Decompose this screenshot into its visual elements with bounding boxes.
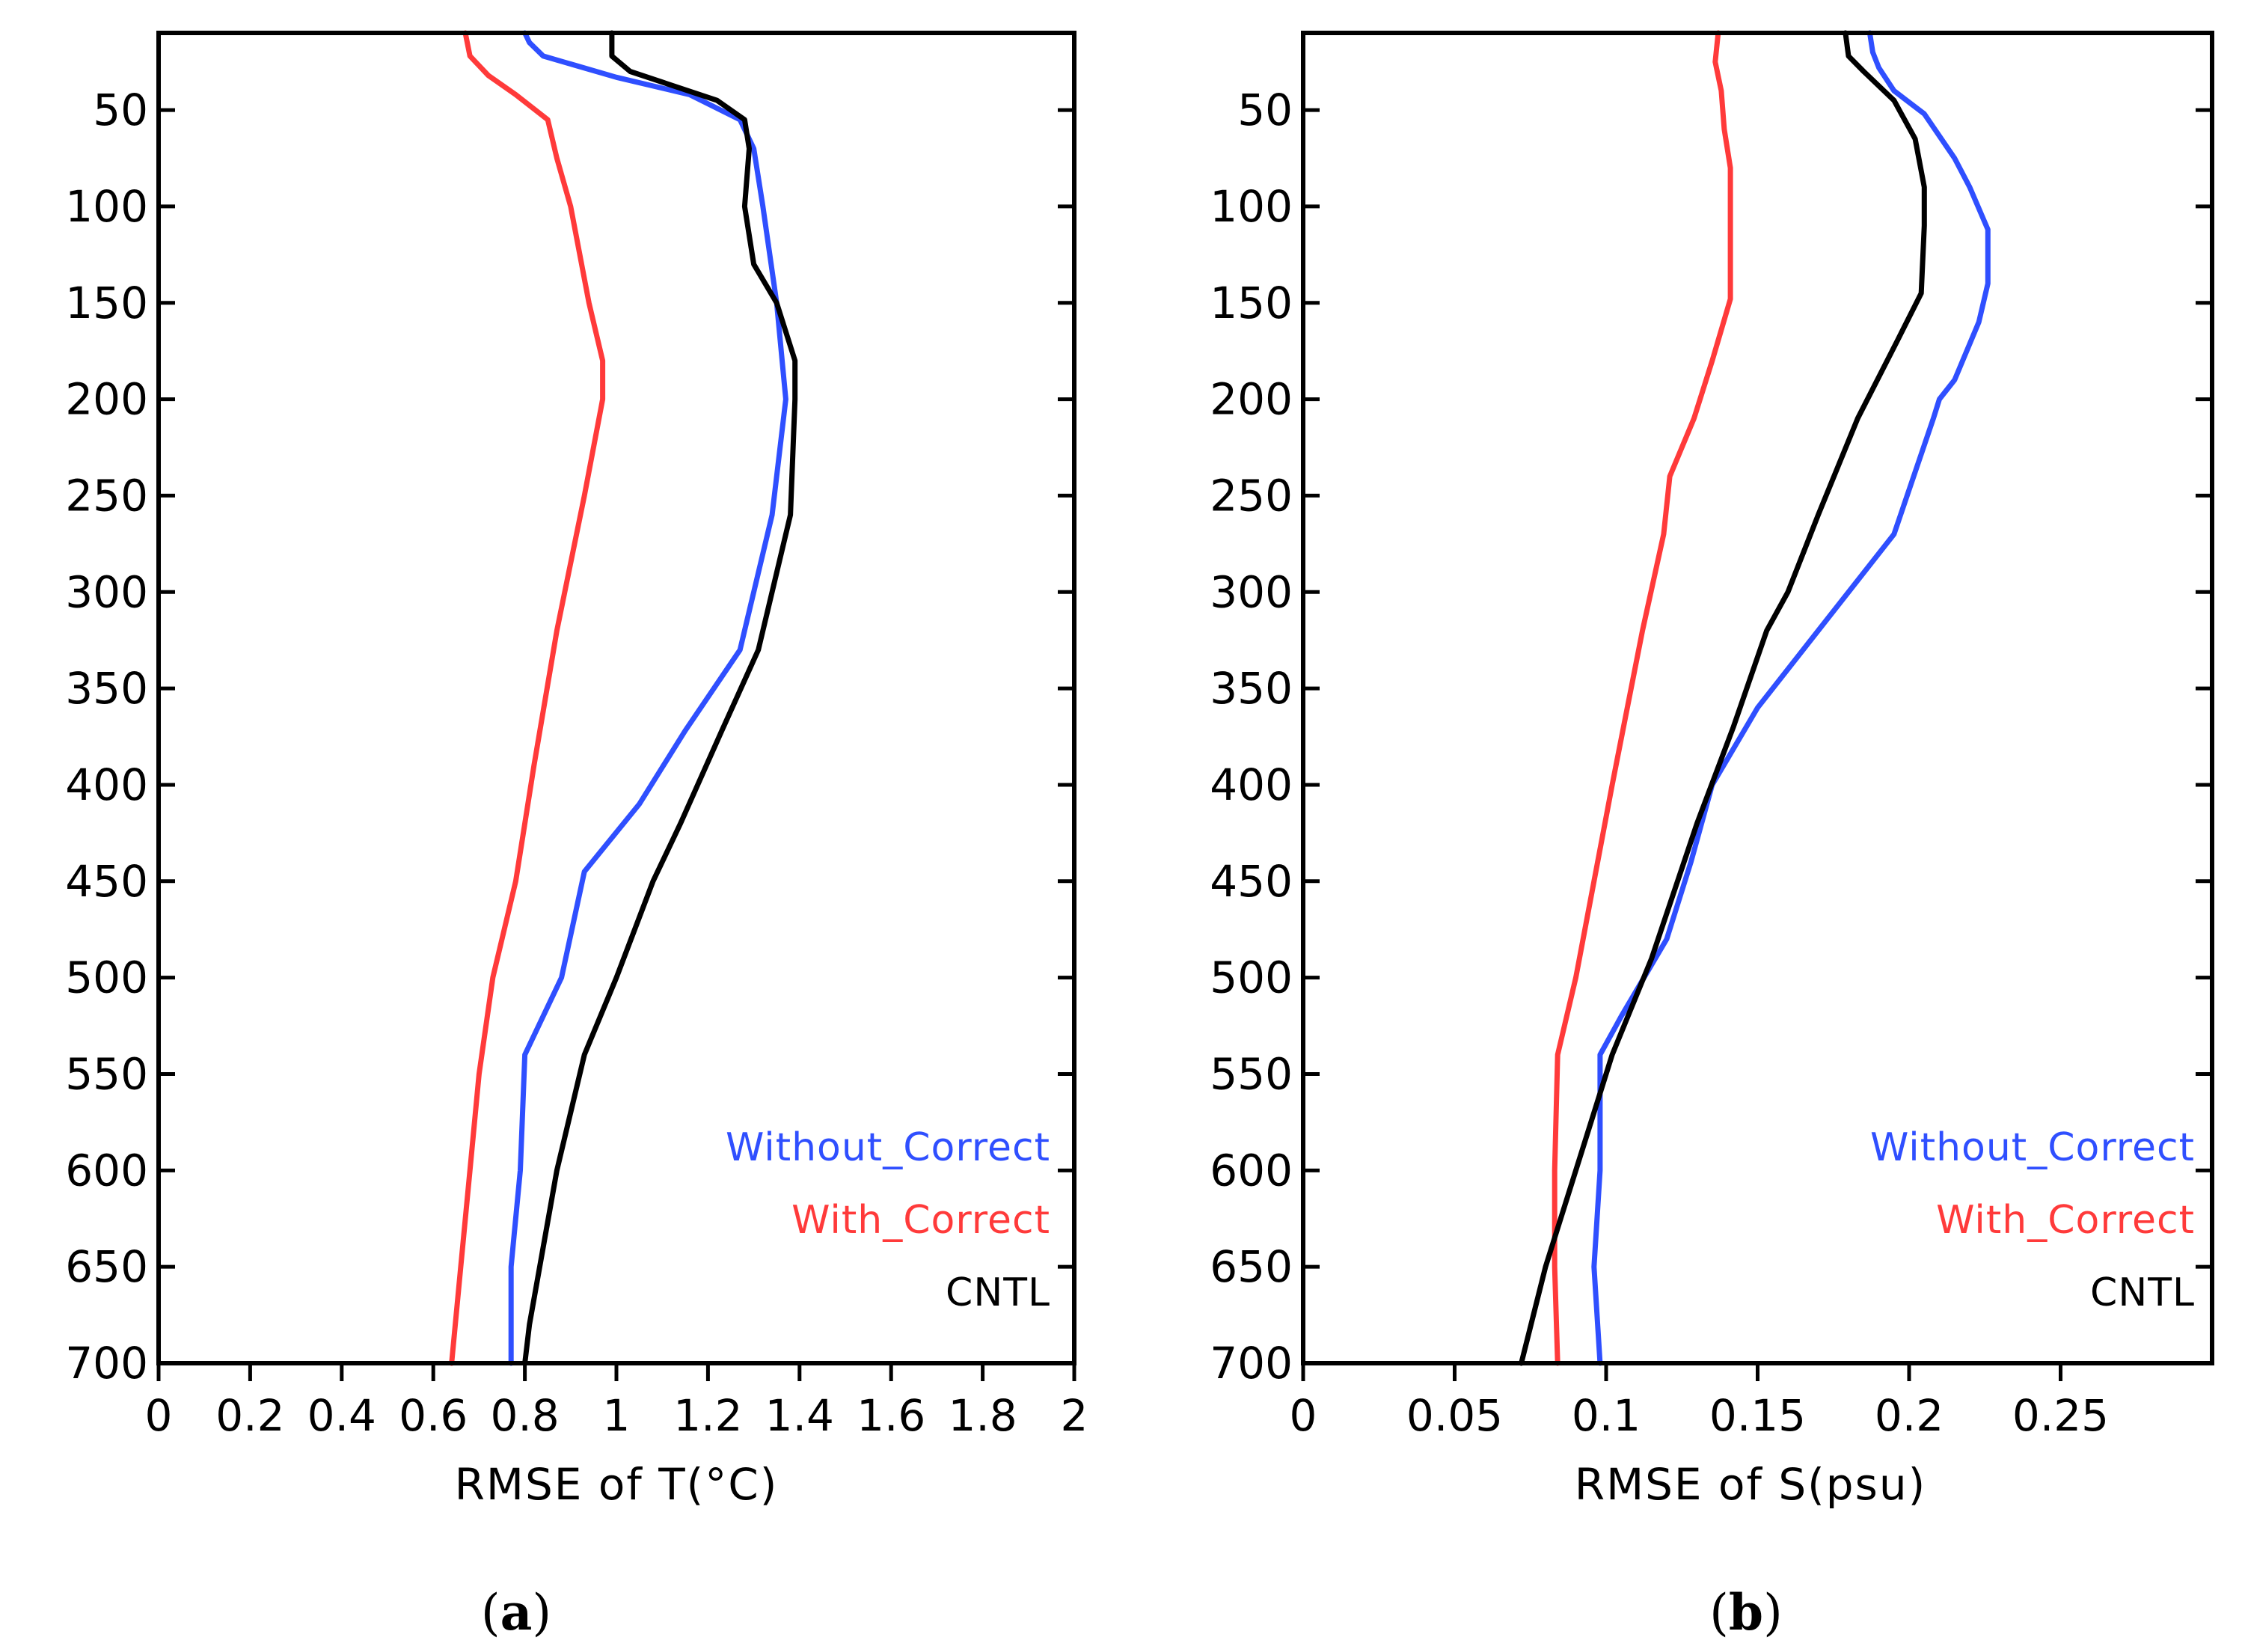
panel-a-y-tick-label: 600 (65, 1145, 148, 1196)
panel-b-legend-with-correct: With_Correct (1936, 1198, 2195, 1243)
panel-a-y-tick-label: 700 (65, 1338, 148, 1389)
panel-b-y-tick-label: 350 (1210, 663, 1293, 714)
panel-a-label: (a) (481, 1583, 551, 1642)
chart-panel-a: 50 100 150 200 250 300 350 400 450 500 550 600 650 70… (65, 33, 1088, 1642)
panel-b-y-tick-label: 550 (1210, 1048, 1293, 1099)
panel-a-x-tick-label: 1.2 (673, 1390, 742, 1441)
panel-a-x-tick-label: 0.6 (399, 1390, 468, 1441)
panel-a-line-with-correct (452, 33, 603, 1363)
panel-a-y-tick-label: 50 (93, 85, 148, 135)
panel-a-legend-without-correct: Without_Correct (726, 1125, 1050, 1170)
panel-b-x-ticks: 0 0.05 0.1 0.15 0.2 0.25 (1290, 1363, 2110, 1441)
panel-b-label: (b) (1709, 1583, 1783, 1642)
panel-b-y-tick-label: 450 (1210, 856, 1293, 907)
panel-a-y-tick-label: 500 (65, 952, 148, 1003)
panel-b-line-cntl (1522, 33, 1925, 1363)
panel-b-y-tick-label: 400 (1210, 759, 1293, 810)
panel-b-x-tick-label: 0 (1290, 1390, 1317, 1441)
panel-a-y-tick-label: 200 (65, 374, 148, 425)
panel-a-label-close: ) (532, 1584, 551, 1642)
panel-b-y-tick-label: 300 (1210, 566, 1293, 617)
panel-a-y-tick-label: 450 (65, 856, 148, 907)
panel-a-label-letter: a (500, 1583, 533, 1642)
panel-b-legend-cntl: CNTL (2090, 1270, 2195, 1315)
panel-b-x-tick-label: 0.05 (1406, 1390, 1503, 1441)
panel-a-legend-with-correct: With_Correct (791, 1198, 1050, 1243)
panel-a-y-tick-label: 400 (65, 759, 148, 810)
panel-a-x-tick-label: 0.4 (307, 1390, 376, 1441)
panel-a-x-tick-label: 1.8 (948, 1390, 1017, 1441)
panel-a-x-ticks: 0 0.2 0.4 0.6 0.8 1 1.2 1.4 1.6 1.8 2 (145, 1363, 1088, 1441)
panel-a-x-axis-title: RMSE of T(°C) (455, 1459, 779, 1510)
panel-b-label-open: ( (1709, 1584, 1729, 1642)
panel-a-label-open: ( (481, 1584, 500, 1642)
panel-b-y-ticks: 50 100 150 200 250 300 350 400 450 500 550 600 650 70… (1210, 85, 2212, 1389)
panel-a-x-tick-label: 1.4 (765, 1390, 834, 1441)
chart-panel-b: 50 100 150 200 250 300 350 400 450 500 550 600 650 70… (1210, 33, 2212, 1642)
panel-a-x-tick-label: 2 (1061, 1390, 1088, 1441)
panel-b-label-letter: b (1729, 1583, 1763, 1642)
panel-a-y-tick-label: 550 (65, 1048, 148, 1099)
panel-a-y-tick-label: 650 (65, 1241, 148, 1292)
panel-b-y-tick-label: 100 (1210, 181, 1293, 232)
panel-a-y-tick-label: 100 (65, 181, 148, 232)
panel-b-y-tick-label: 150 (1210, 278, 1293, 328)
panel-a-legend-cntl: CNTL (946, 1270, 1050, 1315)
panel-a-x-tick-label: 0.8 (490, 1390, 559, 1441)
panel-b-x-axis-title: RMSE of S(psu) (1575, 1459, 1926, 1510)
panel-b-x-tick-label: 0.15 (1709, 1390, 1806, 1441)
panel-a-y-tick-label: 150 (65, 278, 148, 328)
panel-b-x-tick-label: 0.2 (1875, 1390, 1944, 1441)
panel-a-y-tick-label: 350 (65, 663, 148, 714)
panel-a-x-tick-label: 1.6 (857, 1390, 925, 1441)
panel-a-y-tick-label: 300 (65, 566, 148, 617)
panel-a-y-tick-label: 250 (65, 470, 148, 521)
panel-b-y-tick-label: 250 (1210, 470, 1293, 521)
panel-b-y-tick-label: 600 (1210, 1145, 1293, 1196)
panel-a-legend: Without_Correct With_Correct CNTL (726, 1125, 1050, 1315)
panel-b-y-tick-label: 500 (1210, 952, 1293, 1003)
panel-a-x-tick-label: 0 (145, 1390, 173, 1441)
panel-b-x-tick-label: 0.1 (1572, 1390, 1641, 1441)
panel-b-line-with-correct (1555, 33, 1730, 1363)
panel-b-legend-without-correct: Without_Correct (1870, 1125, 2195, 1170)
figure: 5010015020025030035040045050055060065070… (0, 0, 2242, 1652)
panel-a-y-ticks: 50 100 150 200 250 300 350 400 450 500 550 600 650 70… (65, 85, 1074, 1389)
panel-b-y-tick-label: 200 (1210, 374, 1293, 425)
panel-b-y-tick-label: 700 (1210, 1338, 1293, 1389)
panel-a-x-tick-label: 0.2 (215, 1390, 284, 1441)
panel-a-x-tick-label: 1 (603, 1390, 631, 1441)
panel-b-legend: Without_Correct With_Correct CNTL (1870, 1125, 2195, 1315)
panel-b-label-close: ) (1763, 1584, 1783, 1642)
panel-b-x-tick-label: 0.25 (2012, 1390, 2109, 1441)
panel-b-y-tick-label: 650 (1210, 1241, 1293, 1292)
panel-b-y-tick-label: 50 (1237, 85, 1293, 135)
